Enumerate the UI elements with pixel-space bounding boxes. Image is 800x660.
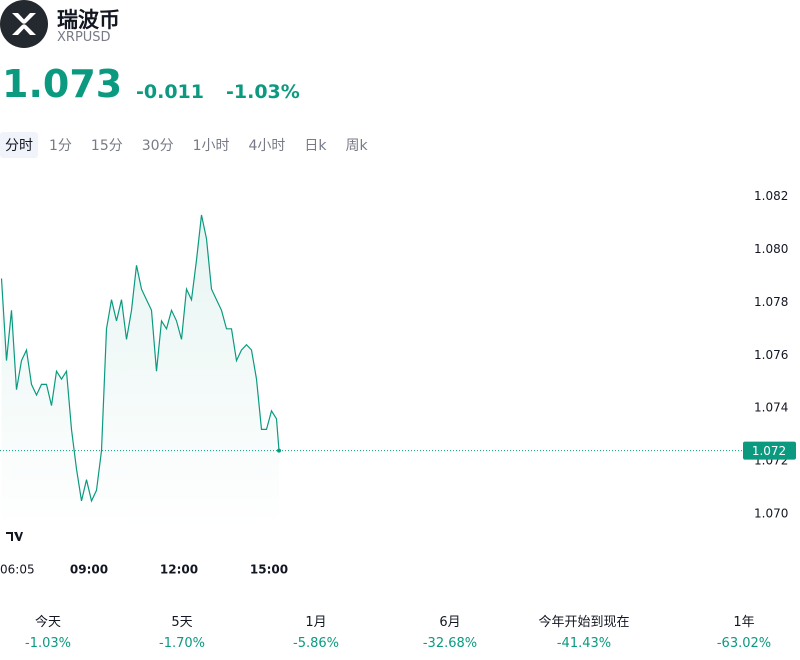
chart: 1.070 1.072 1.074 1.076 1.078 1.080 1.082 06:05… [0,189,796,577]
last-price: 1.073 [2,62,123,106]
period-label: 1月 [305,615,327,630]
period-change: -1.03% [25,636,71,651]
y-tick-label: 1.074 [754,401,788,415]
period-label: 今年开始到现在 [538,615,630,630]
area-fill [1,215,279,530]
interval-tab[interactable]: 15分 [90,138,123,154]
x-tick-label: 09:00 [70,563,108,577]
period-change: -63.02% [716,636,772,651]
interval-tab[interactable]: 分时 [0,132,38,158]
symbol-ticker: XRPUSD [57,30,111,45]
interval-tabs: 分时 1分 15分 30分 1小时 4小时 日k 周k [0,132,379,158]
period-item[interactable]: 1月 -5.86% [293,611,339,651]
current-price-label: 1.072 [752,444,786,458]
y-tick-label: 1.070 [754,507,788,521]
price-line [0,214,280,503]
x-tick-label: 15:00 [250,563,288,577]
period-change: -1.70% [159,636,205,651]
period-change: -5.86% [293,636,339,651]
current-price-badge [743,441,796,460]
period-label: 6月 [439,615,461,630]
symbol-name: 瑞波币 [57,8,120,32]
y-tick-label: 1.078 [754,295,788,309]
x-tick-label: 06:05 [0,563,35,577]
interval-tab[interactable]: 4小时 [248,138,286,154]
period-label: 5天 [171,615,193,630]
interval-tab[interactable]: 周k [345,138,368,154]
y-tick-label: 1.076 [754,348,788,362]
period-label: 今天 [34,615,61,630]
period-item[interactable]: 6月 -32.68% [423,611,477,651]
interval-tab[interactable]: 1小时 [192,138,230,154]
period-item[interactable]: 5天 -1.70% [159,611,205,651]
x-tick-label: 12:00 [160,563,198,577]
period-change: -41.43% [556,636,612,651]
y-tick-label: 1.080 [754,242,788,256]
logo [0,0,48,48]
period-item[interactable]: 今天 -1.03% [25,611,71,651]
period-item[interactable]: 今年开始到现在 -41.43% [538,611,629,651]
interval-tab[interactable]: 日k [304,138,327,154]
price-change-percent: -1.03% [226,81,300,103]
period-label: 1年 [733,615,755,630]
period-change: -32.68% [422,636,478,651]
price-change: -0.011 [136,81,204,103]
interval-tab[interactable]: 30分 [141,138,174,154]
y-tick-label: 1.082 [754,189,788,203]
period-item[interactable]: 1年 -63.02% [717,611,771,651]
interval-tab[interactable]: 1分 [49,138,72,154]
